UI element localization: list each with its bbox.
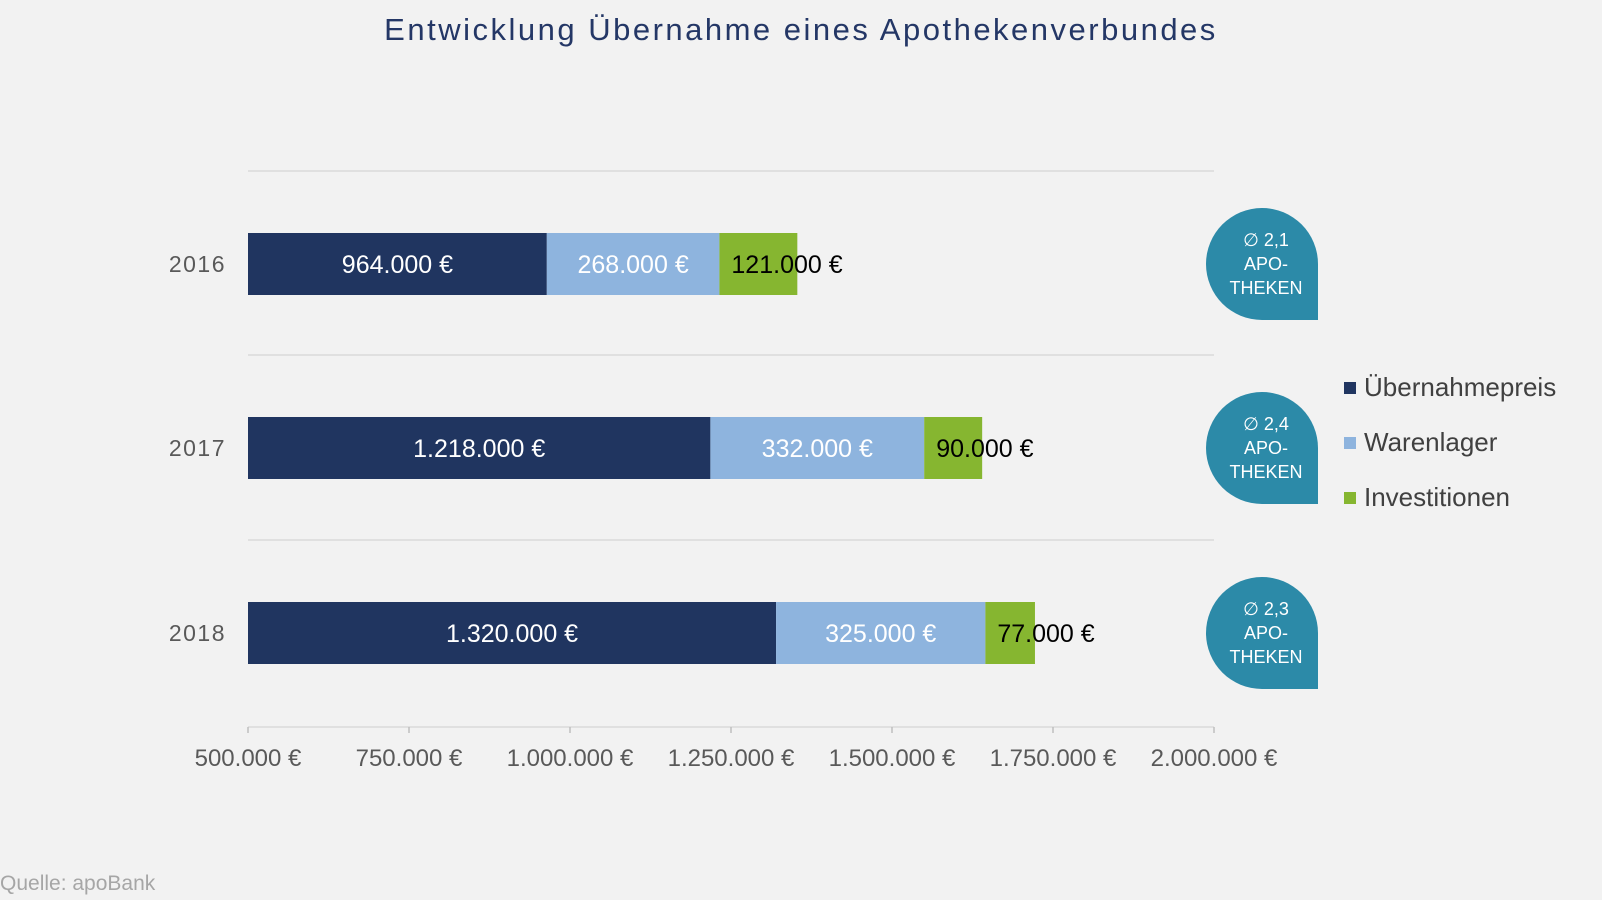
bar-segment (719, 233, 798, 295)
source-note: Quelle: apoBank (0, 872, 156, 895)
x-tick-label: 1.500.000 € (829, 745, 956, 772)
data-label: 90.000 € (936, 435, 1033, 463)
data-label: 1.218.000 € (413, 435, 545, 463)
category-label: 2018 (169, 620, 226, 646)
chart-title: Entwicklung Übernahme eines Apothekenver… (384, 12, 1218, 47)
bar-segment (248, 417, 711, 479)
legend-item: Übernahmepreis (1344, 360, 1556, 415)
pharmacy-count-badge: ∅ 2,4 APO- THEKEN (1206, 392, 1318, 504)
x-tick-label: 1.750.000 € (990, 745, 1117, 772)
x-tick-label: 1.000.000 € (507, 745, 634, 772)
badge-text: ∅ 2,4 (1243, 414, 1289, 434)
legend-swatch (1344, 381, 1356, 394)
bar-segment (985, 602, 1035, 664)
data-label: 268.000 € (578, 251, 689, 279)
badge-shape (1206, 392, 1318, 504)
badge-text: THEKEN (1229, 278, 1302, 298)
badge-text: APO- (1244, 623, 1288, 643)
category-label: 2017 (169, 435, 226, 461)
bar-segment (546, 233, 720, 295)
pharmacy-count-badge: ∅ 2,1 APO- THEKEN (1206, 208, 1318, 320)
legend-label: Warenlager (1364, 427, 1498, 457)
badge-text: APO- (1244, 438, 1288, 458)
bar-segment (710, 417, 925, 479)
badge-text: APO- (1244, 254, 1288, 274)
bar-segment (776, 602, 986, 664)
data-label: 1.320.000 € (446, 620, 578, 648)
x-tick-label: 1.250.000 € (668, 745, 795, 772)
legend: Übernahmepreis Warenlager Investitionen (1344, 360, 1556, 525)
badge-shape (1206, 577, 1318, 689)
badge-shape (1206, 208, 1318, 320)
bar-segment (248, 602, 777, 664)
legend-label: Übernahmepreis (1364, 372, 1557, 402)
badge-text: THEKEN (1229, 462, 1302, 482)
badge-text: THEKEN (1229, 647, 1302, 667)
x-tick-label: 2.000.000 € (1151, 745, 1278, 772)
pharmacy-count-badge: ∅ 2,3 APO- THEKEN (1206, 577, 1318, 689)
category-label: 2016 (169, 251, 226, 277)
bar-segment (924, 417, 983, 479)
badge-text: ∅ 2,3 (1243, 599, 1289, 619)
legend-item: Investitionen (1344, 470, 1556, 525)
legend-label: Investitionen (1364, 482, 1510, 512)
bar-segment (248, 233, 547, 295)
legend-swatch (1344, 491, 1356, 504)
legend-item: Warenlager (1344, 415, 1556, 470)
data-label: 121.000 € (731, 251, 842, 279)
data-label: 325.000 € (825, 620, 936, 648)
data-label: 964.000 € (342, 251, 453, 279)
x-tick-label: 500.000 € (195, 745, 302, 772)
badge-text: ∅ 2,1 (1243, 230, 1289, 250)
legend-swatch (1344, 436, 1356, 449)
data-label: 77.000 € (997, 620, 1094, 648)
data-label: 332.000 € (762, 435, 873, 463)
x-tick-label: 750.000 € (356, 745, 463, 772)
